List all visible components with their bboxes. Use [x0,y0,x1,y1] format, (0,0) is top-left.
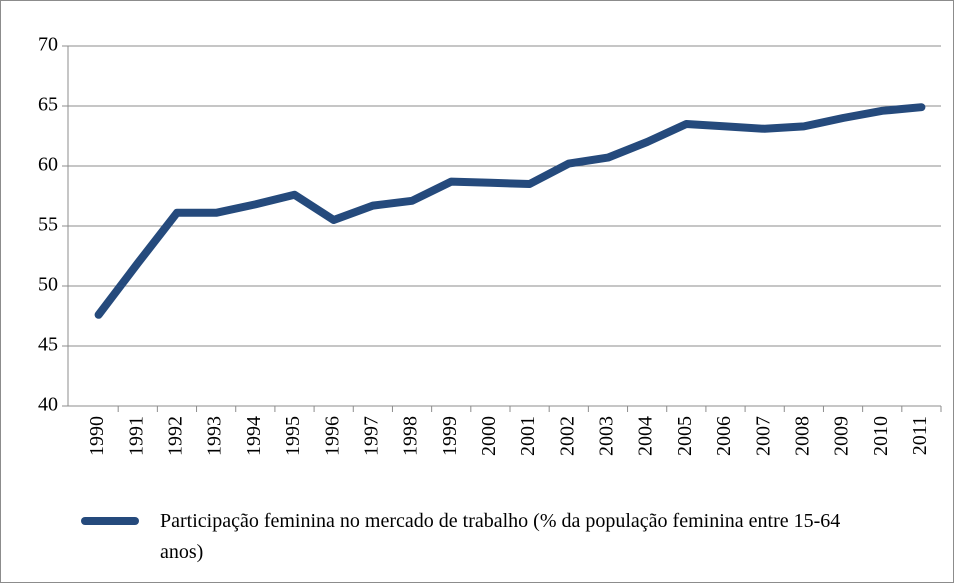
x-tick-label: 1993 [204,416,226,456]
x-tick-label: 2005 [674,416,696,456]
x-tick-label: 2007 [752,416,774,456]
x-tick-label: 1999 [439,416,461,456]
x-tick-label: 1994 [243,416,265,456]
y-tick-label: 45 [38,334,58,356]
x-tick-label: 1996 [321,416,343,456]
y-tick-label: 55 [38,214,58,236]
x-tick-label: 2003 [596,416,618,456]
x-tick-label: 2009 [831,416,853,456]
x-tick-label: 2008 [791,416,813,456]
x-tick-label: 1998 [400,416,422,456]
x-tick-label: 2001 [517,416,539,456]
legend-label: Participação feminina no mercado de trab… [160,510,841,563]
x-tick-label: 2004 [635,416,657,456]
x-tick-label: 1990 [86,416,108,456]
y-tick-label: 40 [38,394,58,416]
y-tick-label: 65 [38,94,58,116]
x-tick-label: 1995 [282,416,304,456]
y-tick-label: 60 [38,154,58,176]
y-tick-label: 50 [38,274,58,296]
x-tick-label: 2000 [478,416,500,456]
x-tick-label: 2010 [870,416,892,456]
y-tick-label: 70 [38,34,58,56]
x-tick-label: 1992 [165,416,187,456]
x-tick-label: 2002 [556,416,578,456]
x-tick-label: 1997 [360,416,382,456]
x-tick-label: 1991 [125,416,147,456]
data-line [94,103,926,319]
x-tick-label: 2006 [713,416,735,456]
x-tick-label: 2011 [909,416,931,455]
